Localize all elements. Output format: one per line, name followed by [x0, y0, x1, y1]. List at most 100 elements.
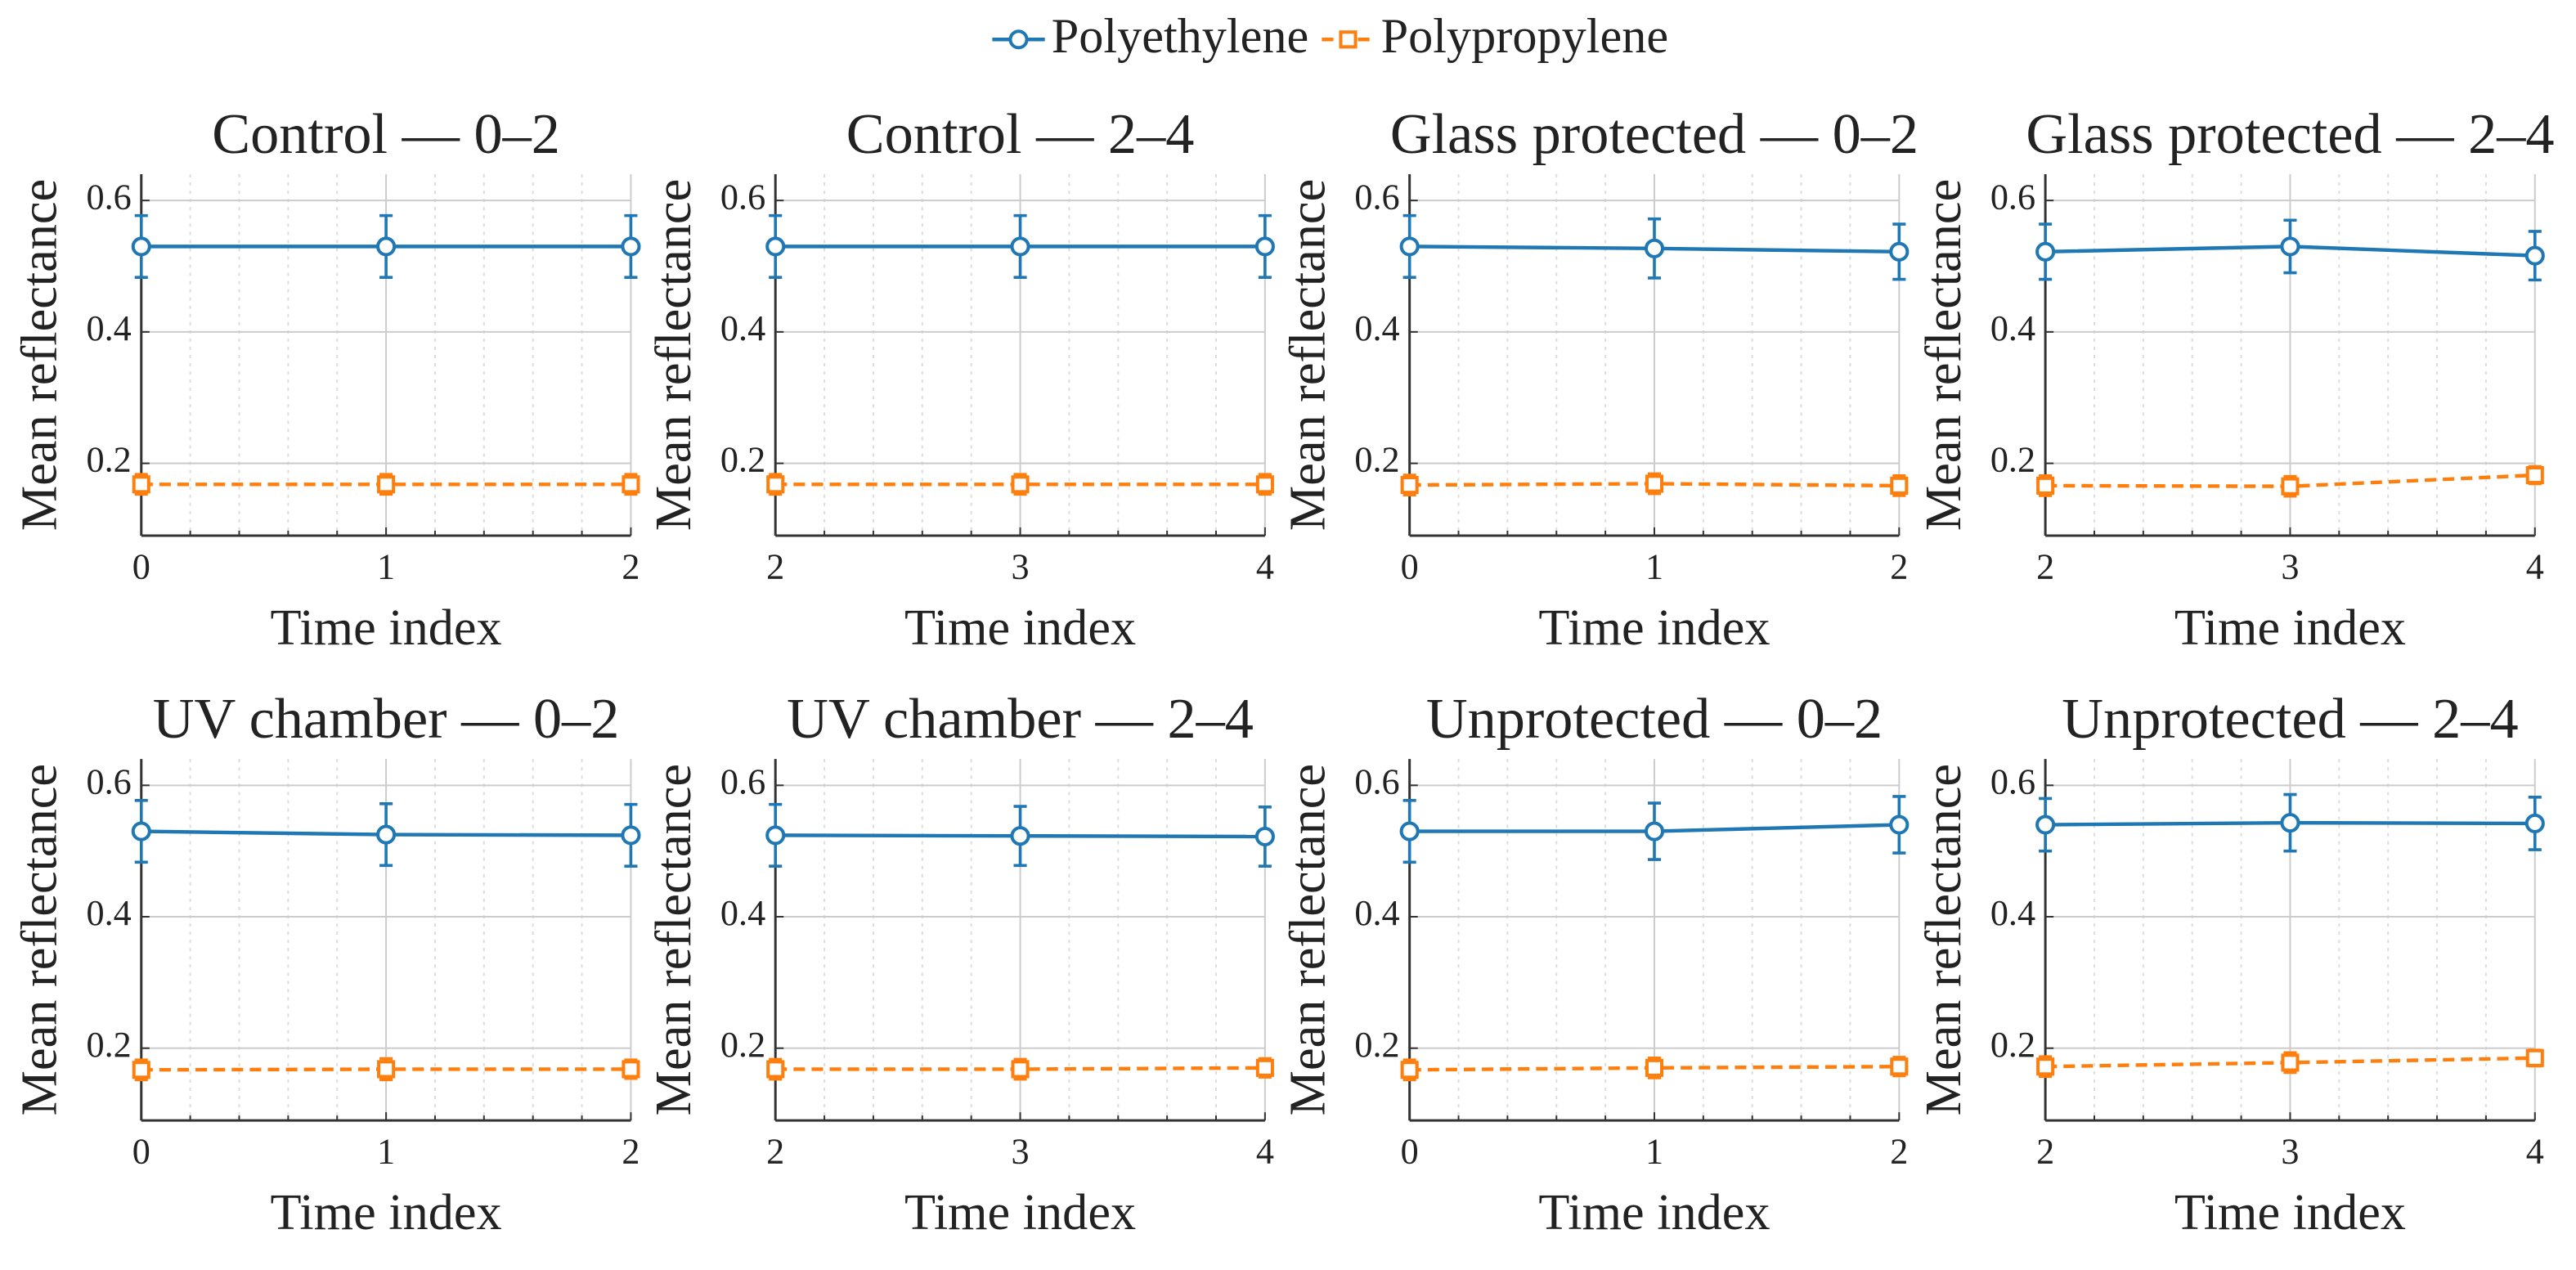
y-tick-label: 0.2 [720, 1025, 765, 1065]
marker [1399, 821, 1420, 841]
y-axis-label: Mean reflectance [12, 764, 68, 1115]
chart-title: Unprotected — 2–4 [2062, 687, 2518, 751]
y-tick-label: 0.6 [86, 761, 131, 801]
marker [132, 475, 150, 494]
y-axis-label: Mean reflectance [1916, 764, 1972, 1115]
marker [131, 236, 151, 257]
x-tick-label: 2 [2036, 546, 2054, 586]
chart-title: Glass protected — 2–4 [2026, 102, 2554, 166]
marker [1255, 1058, 1274, 1077]
chart-title: Unprotected — 0–2 [1426, 687, 1883, 751]
y-tick-label: 0.4 [1354, 308, 1399, 348]
y-tick-label: 0.6 [1354, 177, 1399, 217]
marker [1890, 476, 1909, 495]
marker [377, 475, 396, 494]
x-tick-label: 1 [1645, 1131, 1663, 1171]
marker [621, 236, 641, 257]
y-tick-label: 0.4 [86, 308, 131, 348]
y-tick-label: 0.4 [720, 308, 765, 348]
y-axis-label: Mean reflectance [646, 179, 702, 531]
y-tick-label: 0.4 [720, 893, 765, 933]
marker [1010, 236, 1030, 257]
x-tick-label: 2 [2036, 1131, 2054, 1171]
x-tick-label: 0 [132, 1131, 150, 1171]
marker [1400, 1061, 1419, 1079]
marker [2035, 815, 2056, 835]
marker [2524, 813, 2545, 833]
x-tick-label: 3 [1011, 546, 1029, 586]
y-tick-label: 0.4 [1354, 893, 1399, 933]
y-axis-label: Mean reflectance [1280, 764, 1335, 1115]
marker [1339, 30, 1358, 49]
y-axis-label: Mean reflectance [1916, 179, 1972, 531]
x-tick-label: 2 [622, 546, 640, 586]
marker [1010, 826, 1030, 846]
chart-title: Control — 2–4 [846, 102, 1195, 166]
marker [1890, 1057, 1909, 1076]
x-axis-label: Time index [904, 600, 1136, 656]
y-tick-label: 0.6 [86, 177, 131, 217]
x-tick-label: 4 [2526, 546, 2544, 586]
x-axis-label: Time index [1538, 1185, 1770, 1241]
y-tick-label: 0.2 [720, 440, 765, 480]
marker [2524, 245, 2545, 266]
marker [2035, 241, 2056, 262]
marker [132, 1061, 150, 1079]
marker [2036, 476, 2055, 495]
y-tick-label: 0.2 [1990, 440, 2035, 480]
marker [765, 825, 786, 846]
y-tick-label: 0.2 [86, 440, 131, 480]
marker [377, 1060, 396, 1079]
marker [622, 475, 640, 494]
marker [1400, 476, 1419, 495]
marker [2280, 236, 2300, 257]
marker [622, 1060, 640, 1079]
marker [1645, 1058, 1664, 1077]
chart-title: UV chamber — 2–4 [787, 687, 1254, 751]
x-tick-label: 2 [766, 1131, 784, 1171]
x-tick-label: 2 [766, 546, 784, 586]
y-tick-label: 0.4 [1990, 893, 2035, 933]
x-tick-label: 4 [2526, 1131, 2544, 1171]
marker [376, 824, 397, 845]
x-axis-label: Time index [271, 600, 502, 656]
marker [1399, 236, 1420, 257]
marker [1255, 475, 1274, 494]
chart-title: UV chamber — 0–2 [153, 687, 620, 751]
y-tick-label: 0.6 [1990, 761, 2035, 801]
x-axis-label: Time index [1538, 600, 1770, 656]
x-tick-label: 2 [1890, 546, 1908, 586]
marker [1889, 815, 1910, 835]
marker [2036, 1057, 2055, 1076]
y-tick-label: 0.2 [1354, 440, 1399, 480]
x-tick-label: 2 [622, 1131, 640, 1171]
x-tick-label: 1 [377, 546, 395, 586]
y-tick-label: 0.2 [86, 1025, 131, 1065]
marker [2281, 477, 2300, 496]
marker [2525, 465, 2544, 485]
marker [2525, 1048, 2544, 1067]
y-axis-label: Mean reflectance [1280, 179, 1335, 531]
x-tick-label: 4 [1256, 1131, 1274, 1171]
marker [2281, 1053, 2300, 1072]
x-axis-label: Time index [271, 1185, 502, 1241]
x-tick-label: 1 [377, 1131, 395, 1171]
y-tick-label: 0.2 [1990, 1025, 2035, 1065]
marker [765, 236, 786, 257]
chart-title: Control — 0–2 [212, 102, 560, 166]
y-tick-label: 0.6 [1990, 177, 2035, 217]
chart-title: Glass protected — 0–2 [1390, 102, 1919, 166]
x-tick-label: 3 [1011, 1131, 1029, 1171]
x-tick-label: 4 [1256, 546, 1274, 586]
legend-label: Polyethylene [1052, 9, 1309, 64]
marker [1011, 475, 1030, 494]
marker [766, 475, 785, 494]
marker [1645, 474, 1664, 493]
x-tick-label: 0 [1401, 546, 1419, 586]
y-axis-label: Mean reflectance [646, 764, 702, 1115]
marker [376, 236, 397, 257]
marker [1011, 1060, 1030, 1079]
x-tick-label: 1 [1645, 546, 1663, 586]
